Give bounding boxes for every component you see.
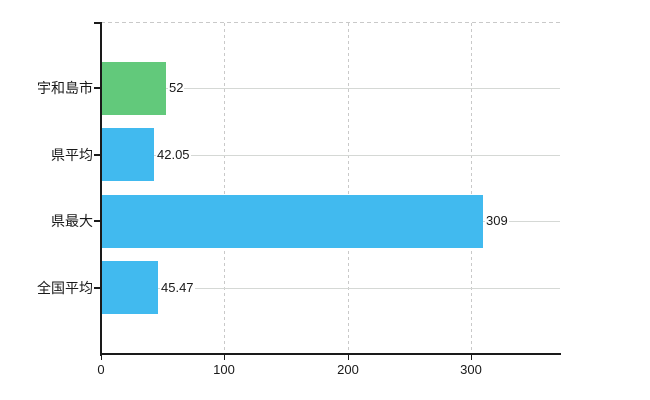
vertical-gridline <box>348 23 349 354</box>
bar-value-label: 309 <box>485 213 509 229</box>
category-label: 宇和島市 <box>37 80 93 96</box>
horizontal-gridline <box>101 288 560 289</box>
bar <box>102 62 166 115</box>
category-label: 県最大 <box>51 213 93 229</box>
bar-value-label: 42.05 <box>156 147 191 163</box>
plot-top-border <box>101 22 560 23</box>
horizontal-gridline <box>101 88 560 89</box>
x-tick-label: 200 <box>337 362 359 377</box>
x-axis-tick <box>471 355 472 360</box>
bar-value-label: 52 <box>168 80 185 96</box>
category-label: 県平均 <box>51 147 93 163</box>
x-tick-label: 300 <box>460 362 482 377</box>
bar-value-label: 45.47 <box>160 280 195 296</box>
x-axis-tick <box>348 355 349 360</box>
category-label: 全国平均 <box>37 280 93 296</box>
horizontal-gridline <box>101 155 560 156</box>
x-tick-label: 0 <box>97 362 105 377</box>
plot-area <box>101 23 560 354</box>
category-tick <box>94 87 101 89</box>
vertical-gridline <box>224 23 225 354</box>
y-axis-line <box>100 22 102 356</box>
category-tick <box>94 287 101 289</box>
x-tick-label: 100 <box>213 362 235 377</box>
bar <box>102 128 154 181</box>
x-axis-tick <box>101 355 102 360</box>
x-axis-line <box>100 353 561 355</box>
category-tick <box>94 154 101 156</box>
category-tick <box>94 220 101 222</box>
bar <box>102 261 158 314</box>
y-axis-top-tick <box>94 22 101 24</box>
x-axis-tick <box>224 355 225 360</box>
bar <box>102 195 483 248</box>
vertical-gridline <box>471 23 472 354</box>
